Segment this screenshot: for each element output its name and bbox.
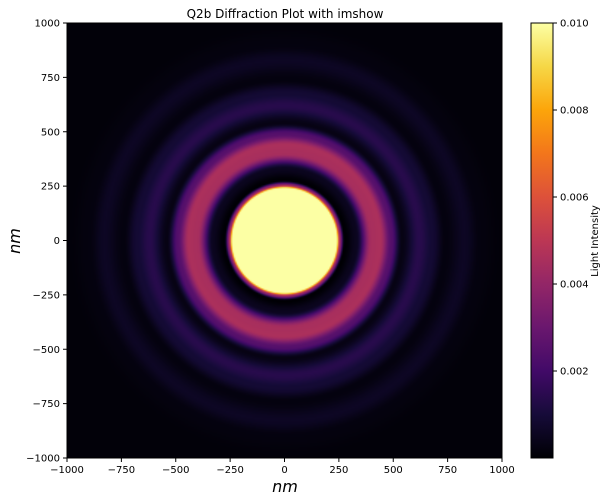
x-tick-label: −500 (162, 465, 189, 476)
colorbar-tick-label: 0.006 (560, 193, 589, 204)
colorbar-frame (530, 22, 554, 459)
x-tick-label: −1000 (50, 465, 84, 476)
y-tick-label: 500 (41, 127, 60, 138)
y-axis-ticks: −1000 −750 −500 −250 0 250 500 750 1000 (26, 19, 67, 465)
colorbar-tick-label: 0.002 (560, 367, 589, 378)
chart-title: Q2b Diffraction Plot with imshow (187, 7, 384, 21)
x-tick-label: 750 (438, 465, 457, 476)
x-axis-ticks: −1000 −750 −500 −250 0 250 500 750 1000 (50, 458, 515, 476)
y-tick-label: 1000 (35, 19, 60, 30)
colorbar-tick-label: 0.008 (560, 106, 589, 117)
colorbar: 0.002 0.004 0.006 0.008 0.010 Light Intensit… (530, 19, 601, 459)
x-axis-label: nm (272, 477, 298, 496)
colorbar-ticks: 0.002 0.004 0.006 0.008 0.010 (553, 19, 589, 378)
y-tick-label: 750 (41, 73, 60, 84)
x-tick-label: 250 (329, 465, 348, 476)
y-axis-label: nm (5, 228, 24, 254)
y-tick-label: −500 (33, 345, 60, 356)
y-tick-label: 250 (41, 182, 60, 193)
colorbar-gradient (531, 23, 553, 458)
heatmap-image (67, 23, 502, 458)
colorbar-tick-label: 0.004 (560, 280, 589, 291)
x-tick-label: −250 (216, 465, 243, 476)
y-tick-label: −250 (33, 290, 60, 301)
x-tick-label: −750 (108, 465, 135, 476)
colorbar-tick-label: 0.010 (560, 19, 589, 30)
x-tick-label: 0 (281, 465, 287, 476)
plot-area (66, 22, 503, 459)
colorbar-label: Light Intensity (590, 205, 601, 277)
y-tick-label: −1000 (26, 454, 60, 465)
x-tick-label: 500 (384, 465, 403, 476)
y-tick-label: 0 (54, 236, 60, 247)
x-tick-label: 1000 (489, 465, 514, 476)
y-tick-label: −750 (33, 399, 60, 410)
